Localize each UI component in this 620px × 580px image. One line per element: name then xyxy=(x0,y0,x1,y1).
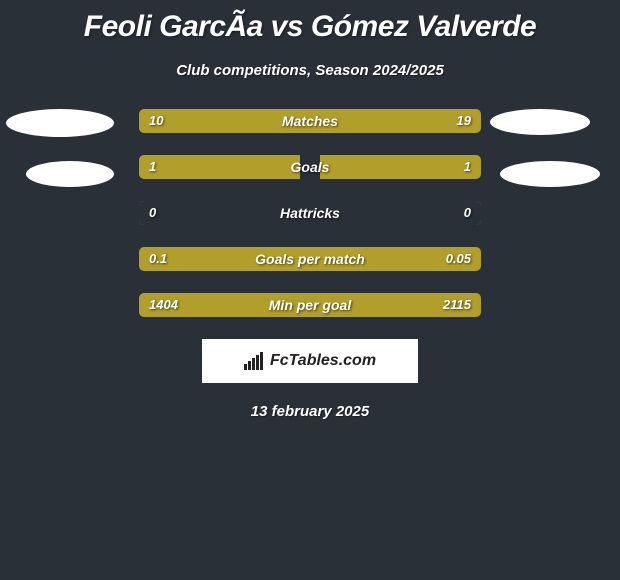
stat-value-right: 0.05 xyxy=(446,247,471,271)
stat-row: Matches10 19 xyxy=(139,109,481,133)
comparison-chart: Matches1019Goals11Hattricks00Goals per m… xyxy=(0,109,620,317)
fctables-logo: FcTables.com xyxy=(202,339,418,383)
decor-ellipse xyxy=(490,109,590,135)
stat-label: Min per goal xyxy=(139,293,481,317)
stat-row: Hattricks00 xyxy=(139,201,481,225)
comparison-title: Feoli GarcÃa vs Gómez Valverde xyxy=(0,0,620,44)
stat-label: Goals per match xyxy=(139,247,481,271)
stat-value-left: 1404 xyxy=(149,293,178,317)
stat-value-left: 1 xyxy=(149,155,156,179)
stat-value-left: 10 xyxy=(149,109,163,133)
decor-ellipse xyxy=(500,161,600,187)
comparison-subtitle: Club competitions, Season 2024/2025 xyxy=(0,62,620,79)
stat-value-right: 19 xyxy=(457,109,471,133)
stat-row: Min per goal1404 2115 xyxy=(139,293,481,317)
stat-row: Goals11 xyxy=(139,155,481,179)
bar-chart-icon xyxy=(244,352,266,370)
stat-value-right: 2115 xyxy=(443,293,471,317)
decor-ellipse xyxy=(26,161,114,187)
decor-ellipse xyxy=(6,109,114,137)
stat-row: Goals per match0.1 0.05 xyxy=(139,247,481,271)
snapshot-date: 13 february 2025 xyxy=(0,403,620,420)
stat-value-right: 1 xyxy=(464,155,471,179)
logo-text: FcTables.com xyxy=(270,352,376,370)
stat-value-left: 0.1 xyxy=(149,247,167,271)
stat-label: Matches xyxy=(139,109,481,133)
